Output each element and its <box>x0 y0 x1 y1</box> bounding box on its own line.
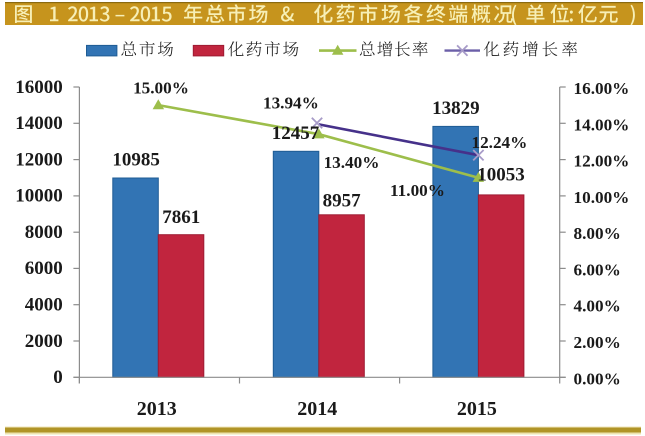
svg-text:13.40%: 13.40% <box>324 153 380 172</box>
svg-text:13829: 13829 <box>432 98 480 119</box>
svg-text:2015: 2015 <box>457 398 497 420</box>
svg-text:10985: 10985 <box>112 150 160 171</box>
svg-text:4000: 4000 <box>25 295 63 316</box>
svg-text:14.00%: 14.00% <box>574 115 630 134</box>
svg-text:16.00%: 16.00% <box>574 79 630 98</box>
svg-text:2014: 2014 <box>297 398 337 420</box>
svg-text:8000: 8000 <box>25 222 63 243</box>
svg-text:7861: 7861 <box>162 207 200 228</box>
svg-text:8957: 8957 <box>323 190 362 211</box>
svg-text:10.00%: 10.00% <box>574 188 630 207</box>
svg-text:8.00%: 8.00% <box>574 224 621 243</box>
svg-text:12.00%: 12.00% <box>574 152 630 171</box>
svg-text:0: 0 <box>53 367 63 388</box>
svg-text:6000: 6000 <box>25 258 63 279</box>
svg-text:2000: 2000 <box>25 331 63 352</box>
svg-text:12457: 12457 <box>272 123 320 144</box>
svg-text:11.00%: 11.00% <box>390 181 445 200</box>
svg-text:16000: 16000 <box>15 77 63 98</box>
svg-text:4.00%: 4.00% <box>574 297 621 316</box>
svg-text:2013: 2013 <box>137 398 177 420</box>
svg-text:10053: 10053 <box>477 164 525 185</box>
svg-text:6.00%: 6.00% <box>574 260 621 279</box>
svg-text:12000: 12000 <box>15 149 63 170</box>
svg-text:13.94%: 13.94% <box>263 94 319 113</box>
svg-text:14000: 14000 <box>15 113 63 134</box>
svg-text:2.00%: 2.00% <box>574 333 621 352</box>
svg-text:12.24%: 12.24% <box>471 133 527 152</box>
svg-text:10000: 10000 <box>15 186 63 207</box>
svg-text:15.00%: 15.00% <box>133 79 189 98</box>
svg-text:0.00%: 0.00% <box>574 369 621 388</box>
